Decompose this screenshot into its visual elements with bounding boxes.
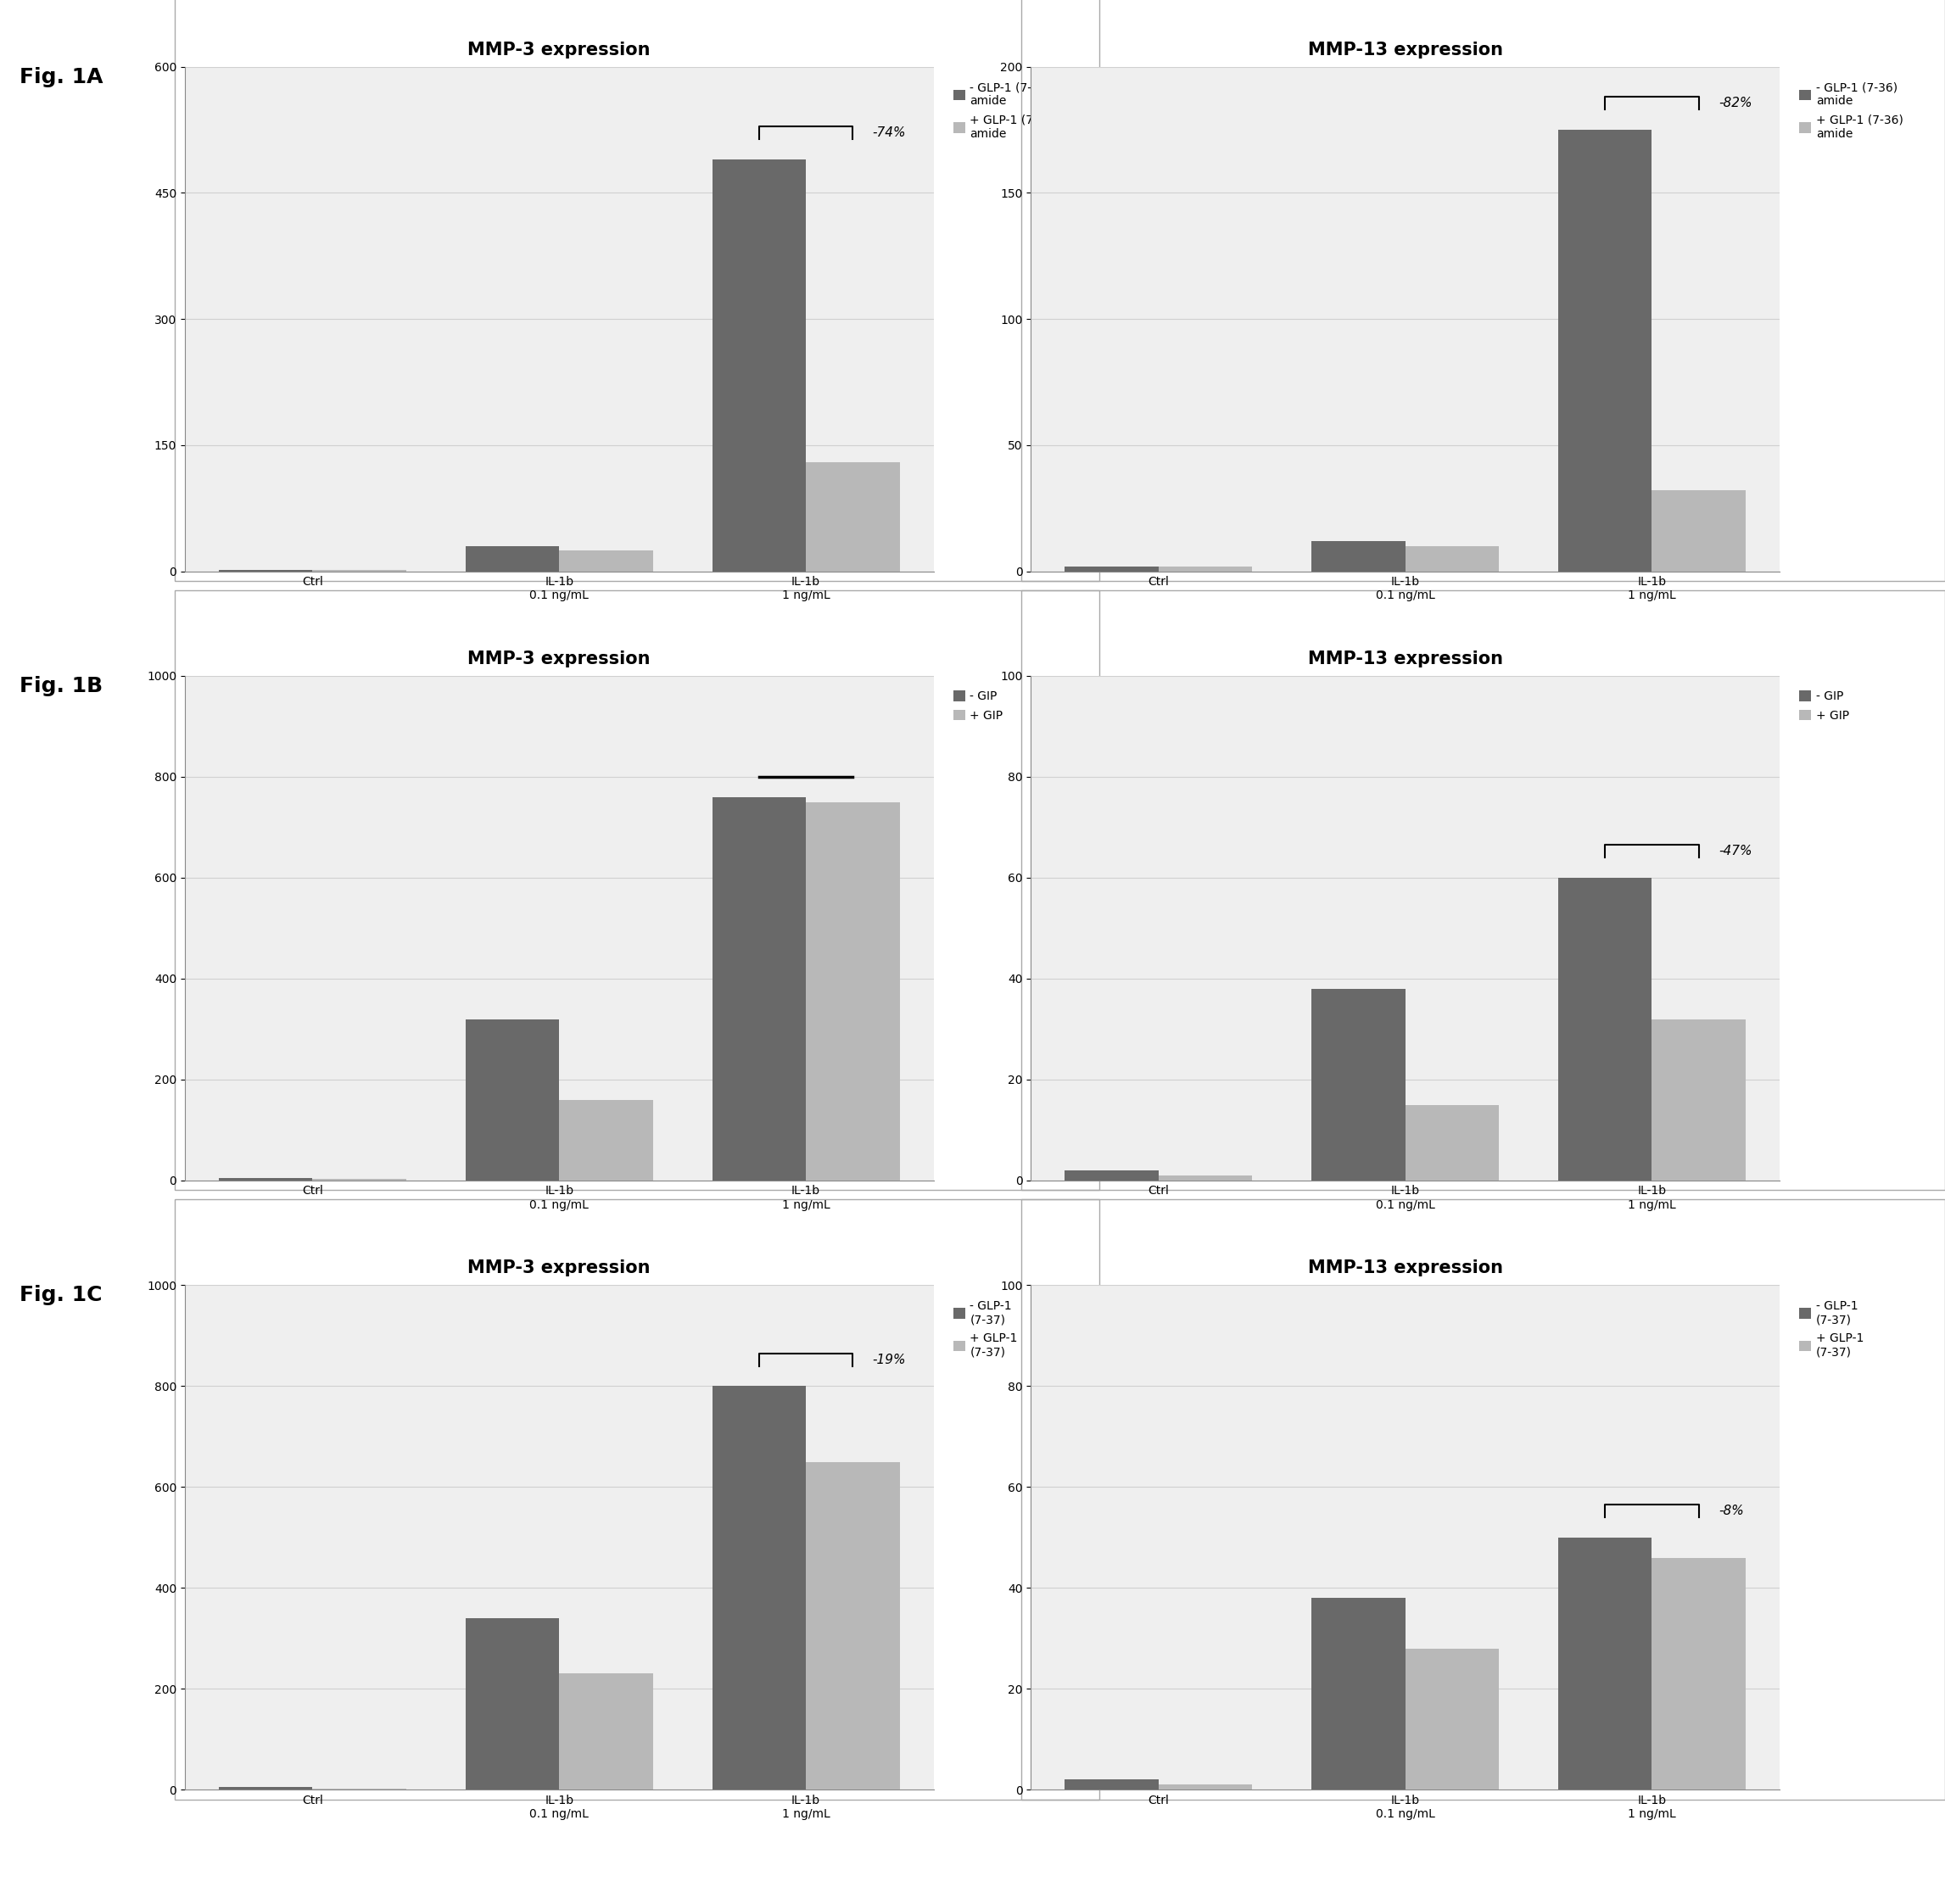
Bar xyxy=(805,1462,899,1790)
Bar xyxy=(1558,1538,1651,1790)
Bar xyxy=(1651,1557,1747,1790)
Bar xyxy=(465,546,560,571)
Title: MMP-13 expression: MMP-13 expression xyxy=(1307,1260,1503,1278)
Text: Fig. 1B: Fig. 1B xyxy=(19,676,103,697)
Bar xyxy=(218,1179,313,1180)
Legend: - GLP-1 (7-36)
amide, + GLP-1 (7-36)
amide: - GLP-1 (7-36) amide, + GLP-1 (7-36) ami… xyxy=(949,76,1062,145)
Title: MMP-13 expression: MMP-13 expression xyxy=(1307,42,1503,59)
Bar xyxy=(1558,878,1651,1180)
Title: MMP-13 expression: MMP-13 expression xyxy=(1307,651,1503,668)
Bar xyxy=(1066,1780,1159,1790)
Bar xyxy=(218,1788,313,1790)
Bar xyxy=(1066,1171,1159,1180)
Bar xyxy=(1404,1649,1500,1790)
Bar xyxy=(1311,541,1404,571)
Legend: - GLP-1 (7-36)
amide, + GLP-1 (7-36)
amide: - GLP-1 (7-36) amide, + GLP-1 (7-36) ami… xyxy=(1795,76,1908,145)
Bar xyxy=(1311,988,1404,1180)
Bar xyxy=(1159,1175,1253,1180)
Legend: - GLP-1
(7-37), + GLP-1
(7-37): - GLP-1 (7-37), + GLP-1 (7-37) xyxy=(1795,1295,1869,1363)
Title: MMP-3 expression: MMP-3 expression xyxy=(469,651,650,668)
Bar xyxy=(1311,1597,1404,1790)
Text: -74%: -74% xyxy=(873,126,906,139)
Bar xyxy=(712,798,805,1180)
Title: MMP-3 expression: MMP-3 expression xyxy=(469,1260,650,1278)
Bar xyxy=(465,1618,560,1790)
Text: -82%: -82% xyxy=(1719,97,1752,110)
Text: -47%: -47% xyxy=(1719,845,1752,857)
Text: Fig. 1C: Fig. 1C xyxy=(19,1285,103,1306)
Bar xyxy=(1159,1784,1253,1790)
Bar xyxy=(560,1674,654,1790)
Bar xyxy=(1404,546,1500,571)
Bar xyxy=(805,463,899,571)
Legend: - GIP, + GIP: - GIP, + GIP xyxy=(949,685,1008,725)
Bar xyxy=(465,1019,560,1180)
Bar xyxy=(560,1101,654,1180)
Text: -8%: -8% xyxy=(1719,1504,1745,1517)
Bar xyxy=(805,802,899,1180)
Bar xyxy=(1651,491,1747,571)
Bar xyxy=(1066,565,1159,571)
Bar xyxy=(1159,565,1253,571)
Bar xyxy=(1404,1104,1500,1180)
Legend: - GIP, + GIP: - GIP, + GIP xyxy=(1795,685,1854,725)
Legend: - GLP-1
(7-37), + GLP-1
(7-37): - GLP-1 (7-37), + GLP-1 (7-37) xyxy=(949,1295,1023,1363)
Bar xyxy=(1558,129,1651,571)
Text: Fig. 1A: Fig. 1A xyxy=(19,67,103,88)
Bar xyxy=(1651,1019,1747,1180)
Title: MMP-3 expression: MMP-3 expression xyxy=(469,42,650,59)
Bar xyxy=(560,550,654,571)
Text: -19%: -19% xyxy=(873,1354,906,1365)
Bar xyxy=(712,160,805,571)
Bar xyxy=(712,1386,805,1790)
